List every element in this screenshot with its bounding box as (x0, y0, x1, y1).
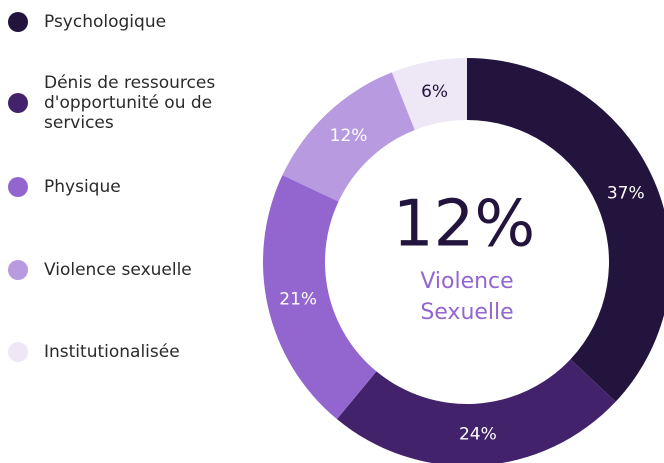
legend-swatch (8, 342, 28, 362)
center-caption: Violence Sexuelle (420, 269, 514, 325)
legend-item: Physique (8, 177, 244, 197)
legend: Psychologique Dénis de ressources d'oppor… (0, 0, 250, 463)
slice (282, 72, 415, 202)
legend-item: Psychologique (8, 12, 244, 32)
data-label: 37% (607, 183, 645, 203)
legend-item: Institutionalisée (8, 342, 244, 362)
data-label: 6% (421, 82, 448, 102)
legend-label: Violence sexuelle (44, 260, 192, 280)
legend-label: Dénis de ressources d'opportunité ou de … (44, 73, 216, 133)
legend-swatch (8, 93, 28, 113)
legend-label: Psychologique (44, 12, 167, 32)
data-label: 12% (330, 126, 368, 146)
legend-label: Physique (44, 177, 121, 197)
legend-swatch (8, 177, 28, 197)
legend-swatch (8, 260, 28, 280)
slice (336, 359, 616, 463)
center-value: 12% (393, 188, 535, 262)
legend-swatch (8, 12, 28, 32)
legend-item: Dénis de ressources d'opportunité ou de … (8, 73, 244, 133)
legend-label: Institutionalisée (44, 342, 180, 362)
slice (391, 58, 467, 130)
legend-item: Violence sexuelle (8, 260, 244, 280)
data-label: 24% (459, 425, 497, 445)
slice (263, 175, 377, 420)
slice (467, 58, 664, 402)
data-label: 21% (279, 290, 317, 310)
